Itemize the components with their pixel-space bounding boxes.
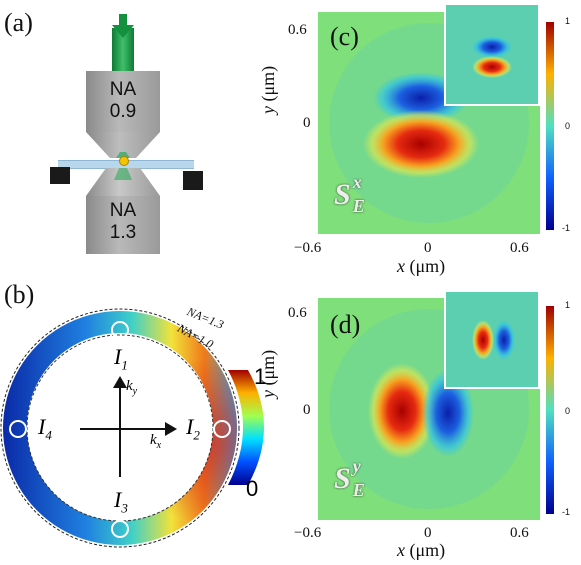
panel-c-cbtick-max: 1 — [565, 16, 571, 26]
panel-d-colorbar — [546, 306, 554, 514]
panel-c-cbtick-mid: 0 — [565, 121, 571, 131]
panel-c-label: (c) — [330, 22, 359, 51]
panel-c-ylabel: y (μm) — [258, 65, 278, 114]
bottom-objective: NA 1.3 — [86, 196, 160, 254]
panel-d-ylabel: y (μm) — [258, 349, 278, 398]
panel-d-cbtick-min: -1 — [562, 507, 571, 517]
panel-b-colorbar — [228, 370, 264, 485]
bottom-objective-line1: NA — [109, 200, 137, 221]
panel-b-colorbar-min: 0 — [246, 476, 259, 501]
particle — [119, 156, 129, 166]
panel-d-inset — [444, 290, 540, 389]
panel-d-xtick-right: 0.6 — [510, 525, 529, 541]
kx-label: kx — [150, 432, 162, 451]
panel-b-label: (b) — [4, 280, 35, 309]
bottom-objective-tip — [86, 168, 160, 196]
intensity-label-1: I1 — [114, 344, 128, 373]
panel-c-colorbar — [546, 22, 554, 230]
panel-c-inset — [444, 3, 540, 106]
bottom-objective-line2: 1.3 — [109, 222, 137, 243]
intensity-label-2: I2 — [186, 414, 200, 443]
incident-beam — [112, 28, 134, 72]
panel-d-label: (d) — [330, 310, 361, 339]
panel-d-cbtick-mid: 0 — [565, 406, 571, 416]
fourier-ring-image — [0, 308, 240, 548]
slide-holder-left — [50, 167, 70, 184]
panel-c-ytick-mid: 0 — [303, 115, 311, 131]
panel-b-colorbar-max: 1 — [254, 364, 267, 389]
top-objective: NA 0.9 — [86, 71, 160, 132]
panel-c-ytick-top: 0.6 — [288, 22, 307, 38]
slide-holder-right — [183, 171, 203, 190]
top-objective-line1: NA — [109, 79, 137, 100]
panel-d-xtick-left: −0.6 — [294, 525, 322, 541]
panel-c-xtick-mid: 0 — [424, 240, 432, 256]
panel-d-xlabel: x (μm) — [397, 540, 446, 560]
ky-label: ky — [126, 378, 138, 397]
panel-d-ytick-mid: 0 — [303, 402, 311, 418]
panel-a-label: (a) — [4, 8, 33, 37]
panel-d-xtick-mid: 0 — [424, 525, 432, 541]
top-objective-line2: 0.9 — [109, 101, 137, 122]
intensity-label-4: I4 — [38, 414, 52, 443]
down-arrow-icon — [112, 14, 134, 38]
panel-c-xtick-left: −0.6 — [294, 240, 322, 256]
panel-c-xtick-right: 0.6 — [510, 240, 529, 256]
intensity-label-3: I3 — [114, 487, 128, 516]
panel-d-cbtick-max: 1 — [565, 300, 571, 310]
panel-c-cbtick-min: -1 — [562, 223, 571, 233]
panel-c-xlabel: x (μm) — [397, 256, 446, 276]
panel-d-ytick-top: 0.6 — [288, 305, 307, 321]
